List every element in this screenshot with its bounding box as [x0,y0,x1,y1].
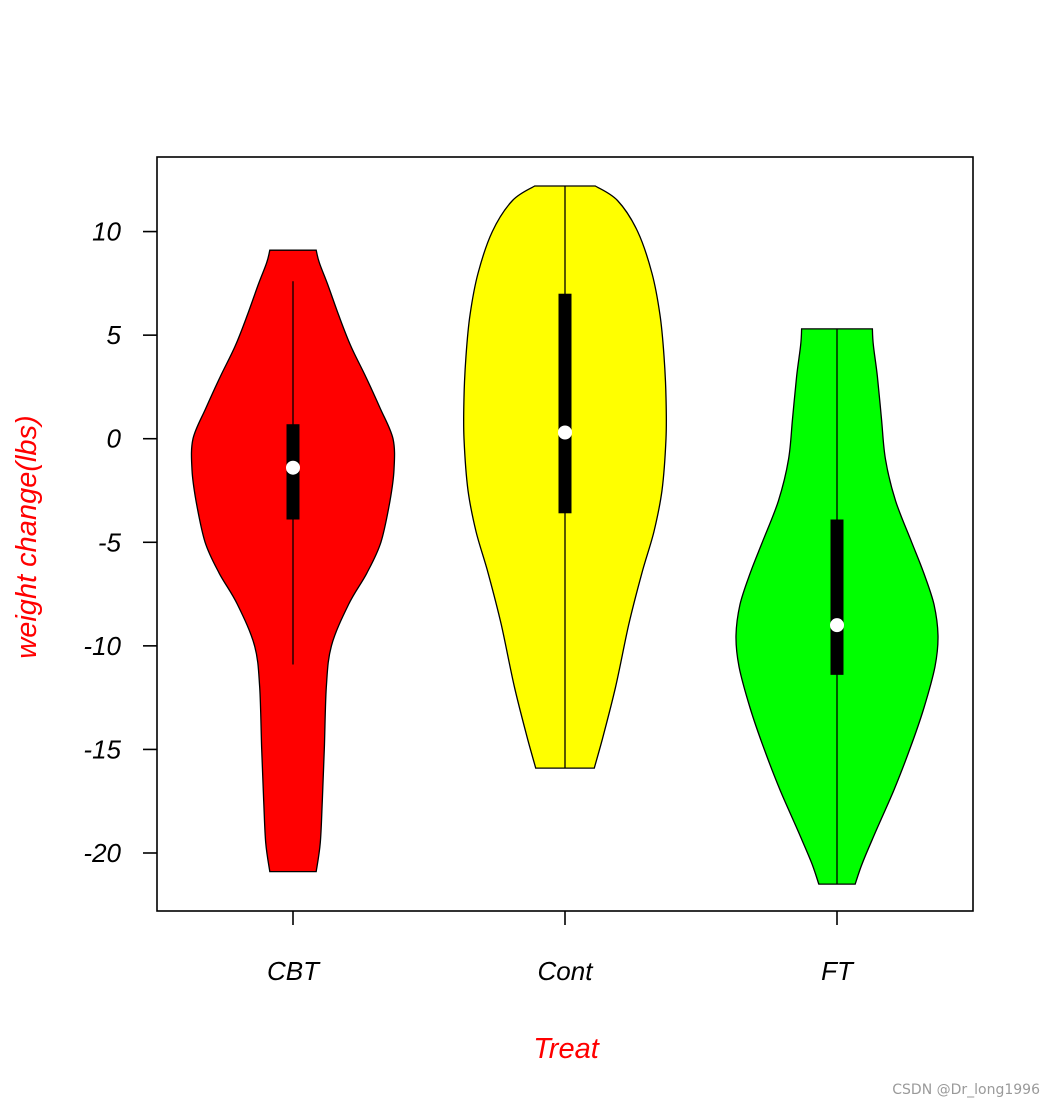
x-tick-label-cont: Cont [538,956,595,986]
violins-group [190,185,939,885]
x-tick-label-ft: FT [821,956,855,986]
x-axis-title: Treat [533,1033,600,1065]
x-axis: CBT Cont FT [267,911,855,986]
y-axis: 10 5 0 -5 -10 -15 -20 [83,217,157,868]
y-tick-label: -20 [83,838,121,868]
y-tick-label: -5 [98,527,122,557]
violin-cont [462,185,668,769]
violin-ft [735,328,939,885]
y-tick-label: -15 [83,734,121,764]
violin-iqr-box-ft [830,519,844,675]
y-tick-label: 10 [92,217,121,247]
violin-cbt [190,249,396,873]
violin-iqr-box-cont [558,293,572,514]
watermark: CSDN @Dr_long1996 [892,1082,1040,1098]
violin-median-cbt [286,460,300,475]
y-tick-label: 5 [107,320,122,350]
violin-median-ft [830,618,844,633]
y-axis-title: weight change(lbs) [11,415,43,658]
violin-median-cont [558,425,572,440]
x-tick-label-cbt: CBT [267,956,321,986]
y-tick-label: 0 [107,424,122,454]
y-tick-label: -10 [83,631,121,661]
